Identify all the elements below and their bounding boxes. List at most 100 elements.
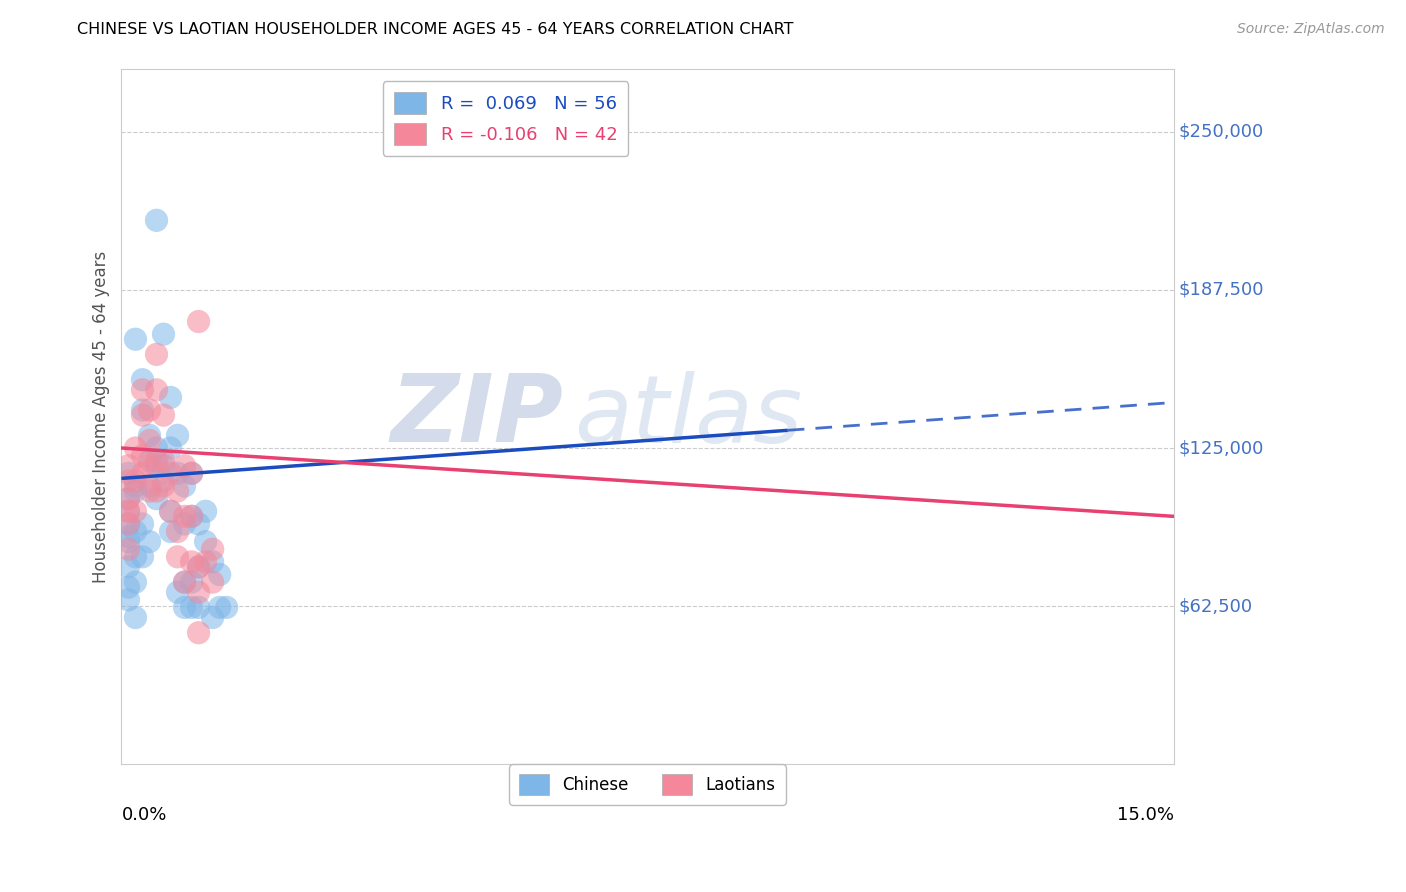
Point — [152, 327, 174, 342]
Point — [201, 575, 224, 590]
Text: $187,500: $187,500 — [1178, 281, 1264, 299]
Point — [173, 575, 195, 590]
Point — [201, 610, 224, 624]
Point — [166, 467, 188, 481]
Point — [138, 483, 160, 498]
Point — [138, 403, 160, 417]
Point — [194, 534, 217, 549]
Point — [173, 575, 195, 590]
Point — [117, 504, 139, 518]
Point — [159, 391, 181, 405]
Legend: Chinese, Laotians: Chinese, Laotians — [509, 764, 786, 805]
Text: ZIP: ZIP — [391, 370, 564, 462]
Point — [187, 625, 209, 640]
Point — [173, 458, 195, 473]
Point — [138, 434, 160, 448]
Point — [117, 491, 139, 506]
Point — [173, 600, 195, 615]
Point — [187, 600, 209, 615]
Point — [124, 474, 146, 488]
Text: atlas: atlas — [574, 371, 801, 462]
Point — [194, 504, 217, 518]
Point — [124, 524, 146, 539]
Point — [124, 483, 146, 498]
Point — [117, 504, 139, 518]
Point — [180, 600, 202, 615]
Point — [138, 479, 160, 493]
Point — [187, 516, 209, 531]
Point — [145, 453, 167, 467]
Point — [173, 479, 195, 493]
Point — [187, 314, 209, 328]
Point — [187, 560, 209, 574]
Point — [201, 555, 224, 569]
Point — [131, 467, 153, 481]
Point — [145, 213, 167, 227]
Point — [117, 534, 139, 549]
Point — [124, 610, 146, 624]
Point — [131, 408, 153, 422]
Point — [215, 600, 238, 615]
Point — [131, 403, 153, 417]
Point — [138, 534, 160, 549]
Text: $125,000: $125,000 — [1178, 439, 1264, 457]
Point — [166, 549, 188, 564]
Point — [180, 509, 202, 524]
Point — [166, 585, 188, 599]
Point — [124, 575, 146, 590]
Point — [124, 332, 146, 346]
Point — [145, 483, 167, 498]
Text: 0.0%: 0.0% — [121, 806, 167, 824]
Text: Source: ZipAtlas.com: Source: ZipAtlas.com — [1237, 22, 1385, 37]
Point — [208, 600, 231, 615]
Point — [117, 530, 139, 544]
Point — [138, 428, 160, 442]
Point — [117, 516, 139, 531]
Text: $250,000: $250,000 — [1178, 123, 1264, 141]
Point — [152, 408, 174, 422]
Text: $62,500: $62,500 — [1178, 597, 1253, 615]
Point — [187, 585, 209, 599]
Point — [201, 542, 224, 557]
Point — [180, 467, 202, 481]
Point — [117, 491, 139, 506]
Point — [131, 383, 153, 397]
Point — [180, 509, 202, 524]
Point — [166, 428, 188, 442]
Point — [117, 592, 139, 607]
Point — [152, 453, 174, 467]
Point — [117, 542, 139, 557]
Point — [131, 449, 153, 463]
Y-axis label: Householder Income Ages 45 - 64 years: Householder Income Ages 45 - 64 years — [93, 251, 110, 582]
Point — [187, 560, 209, 574]
Point — [145, 441, 167, 455]
Point — [145, 383, 167, 397]
Point — [166, 524, 188, 539]
Point — [173, 516, 195, 531]
Point — [124, 479, 146, 493]
Point — [159, 504, 181, 518]
Text: 15.0%: 15.0% — [1116, 806, 1174, 824]
Point — [194, 555, 217, 569]
Point — [208, 567, 231, 582]
Point — [145, 491, 167, 506]
Point — [173, 509, 195, 524]
Point — [145, 347, 167, 361]
Text: CHINESE VS LAOTIAN HOUSEHOLDER INCOME AGES 45 - 64 YEARS CORRELATION CHART: CHINESE VS LAOTIAN HOUSEHOLDER INCOME AG… — [77, 22, 794, 37]
Point — [131, 373, 153, 387]
Point — [159, 441, 181, 455]
Point — [138, 453, 160, 467]
Point — [152, 474, 174, 488]
Point — [138, 458, 160, 473]
Point — [124, 504, 146, 518]
Point — [145, 458, 167, 473]
Point — [117, 458, 139, 473]
Point — [124, 549, 146, 564]
Point — [159, 524, 181, 539]
Point — [117, 516, 139, 531]
Point — [152, 458, 174, 473]
Point — [124, 441, 146, 455]
Point — [131, 549, 153, 564]
Point — [159, 467, 181, 481]
Point — [117, 560, 139, 574]
